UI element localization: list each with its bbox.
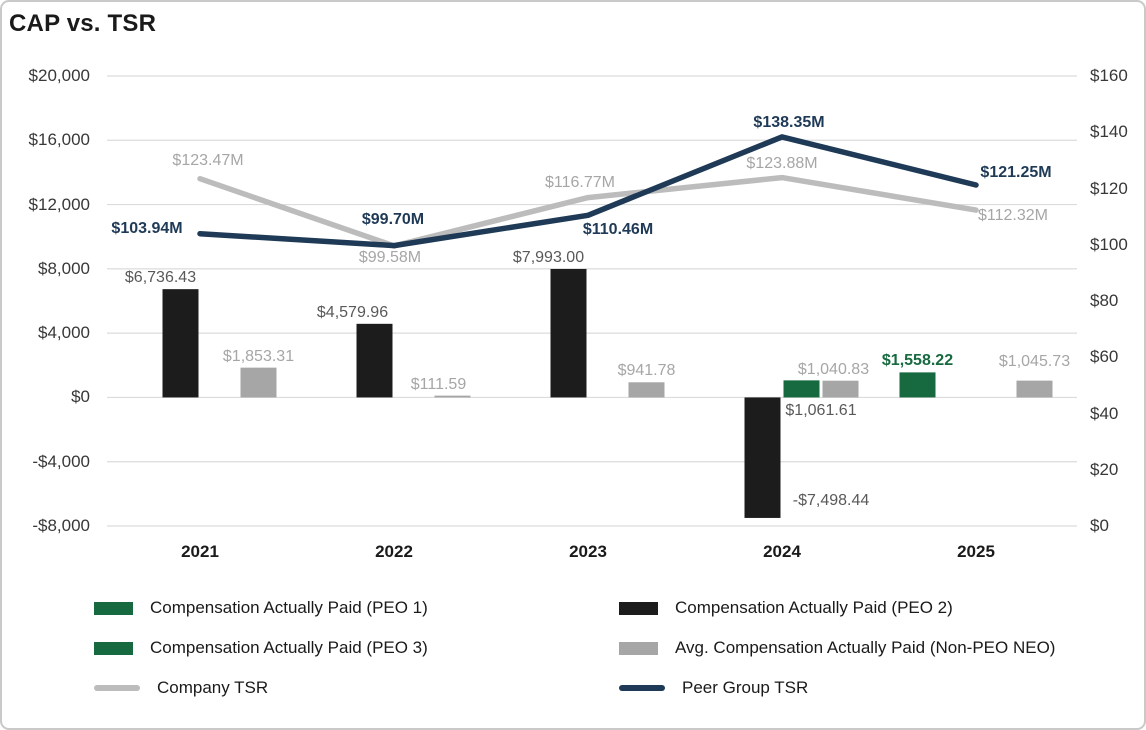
right-axis-tick: $80	[1090, 291, 1119, 310]
right-axis-tick: $20	[1090, 459, 1119, 479]
legend-swatch-neo-bar	[619, 641, 658, 655]
left-axis-tick: $20,000	[28, 66, 90, 85]
x-axis-label-2024: 2024	[763, 542, 801, 561]
bar-label-neo-2025: $1,045.73	[998, 352, 1071, 370]
bar-label-peo3-2024: $1,061.61	[785, 402, 857, 419]
bar-label-peo2-2022: $4,579.96	[316, 303, 389, 321]
line-company-tsr	[197, 174, 979, 249]
left-axis-tick: -$8,000	[32, 516, 90, 535]
bar-peo2-2023	[550, 268, 587, 398]
line-label-company-tsr-2025: $112.32M	[978, 207, 1048, 225]
bar-label-peo2-2023: $7,993.00	[512, 248, 585, 266]
legend-label-peo1: Compensation Actually Paid (PEO 1)	[150, 598, 428, 617]
left-axis-tick: $12,000	[28, 194, 90, 214]
legend-swatch-peo3-bar	[94, 641, 133, 655]
line-peer-tsr	[197, 134, 979, 249]
legend-item-company-tsr: Company TSR	[94, 676, 268, 700]
bar-peo3-2024	[783, 380, 820, 398]
legend-item-peo2: Compensation Actually Paid (PEO 2)	[619, 596, 953, 620]
bar-neo-2025	[1016, 380, 1053, 398]
line-label-company-tsr-2023: $116.77M	[545, 173, 615, 191]
left-axis-tick: $4,000	[38, 323, 90, 343]
legend-swatch-company-tsr-line	[94, 685, 140, 691]
bar-label-peo1-2025: $1,558.22	[881, 352, 954, 370]
legend-label-company-tsr: Company TSR	[157, 678, 269, 697]
line-label-company-tsr-2021: $123.47M	[172, 151, 244, 169]
right-axis-tick: $40	[1090, 403, 1119, 423]
x-axis-label-2023: 2023	[569, 542, 607, 561]
left-axis-tick: $16,000	[28, 130, 90, 150]
left-axis-tick: -$4,000	[32, 451, 90, 471]
bar-peo2-2021	[162, 289, 199, 398]
right-axis-tick: $0	[1090, 516, 1109, 535]
bar-peo1-2025	[899, 372, 936, 398]
bar-peo2-2024	[744, 397, 781, 518]
legend-label-peer-tsr: Peer Group TSR	[682, 678, 809, 697]
line-label-peer-tsr-2023: $110.46M	[582, 221, 654, 239]
legend-item-neo: Avg. Compensation Actually Paid (Non-PEO…	[619, 636, 1055, 660]
left-axis-tick: $0	[71, 387, 90, 407]
line-label-peer-tsr-2022: $99.70M	[361, 210, 425, 228]
x-axis-label-2021: 2021	[181, 542, 219, 561]
line-label-peer-tsr-2025: $121.25M	[980, 163, 1052, 181]
bar-neo-2021	[240, 367, 277, 398]
bar-neo-2022	[434, 395, 471, 398]
x-axis-label-2025: 2025	[957, 542, 995, 561]
right-axis-tick: $120	[1090, 178, 1128, 198]
bar-label-peo2-2021: $6,736.43	[124, 269, 197, 287]
bar-label-neo-2024: $1,040.83	[797, 360, 870, 378]
legend-label-peo2: Compensation Actually Paid (PEO 2)	[675, 598, 953, 617]
bar-label-peo2-2024: -$7,498.44	[792, 492, 870, 509]
bar-label-neo-2023: $941.78	[617, 362, 676, 380]
chart-title: CAP vs. TSR	[9, 10, 157, 37]
bar-label-neo-2022: $111.59	[410, 375, 467, 393]
legend-item-peer-tsr: Peer Group TSR	[619, 676, 808, 700]
line-label-peer-tsr-2021: $103.94M	[111, 219, 183, 237]
legend-item-peo3: Compensation Actually Paid (PEO 3)	[94, 636, 428, 660]
line-label-company-tsr-2022: $99.58M	[358, 248, 422, 266]
right-axis-tick: $140	[1090, 122, 1128, 142]
line-label-peer-tsr-2024: $138.35M	[753, 113, 825, 131]
legend-label-neo: Avg. Compensation Actually Paid (Non-PEO…	[675, 638, 1056, 657]
bar-neo-2024	[822, 380, 859, 398]
right-axis-tick: $160	[1090, 66, 1128, 85]
legend-swatch-peer-tsr-line	[619, 685, 665, 691]
x-axis-label-2022: 2022	[375, 542, 413, 561]
right-axis-tick: $100	[1090, 234, 1128, 254]
line-label-company-tsr-2024: $123.88M	[746, 154, 818, 172]
left-axis-tick: $8,000	[38, 258, 90, 278]
legend-label-peo3: Compensation Actually Paid (PEO 3)	[150, 638, 428, 657]
legend-swatch-peo2-bar	[619, 601, 658, 615]
bar-label-neo-2021: $1,853.31	[222, 347, 295, 365]
right-axis-tick: $60	[1090, 347, 1119, 367]
bar-neo-2023	[628, 382, 665, 398]
legend-swatch-peo1-bar	[94, 601, 133, 615]
bar-peo2-2022	[356, 323, 393, 398]
legend-item-peo1: Compensation Actually Paid (PEO 1)	[94, 596, 428, 620]
